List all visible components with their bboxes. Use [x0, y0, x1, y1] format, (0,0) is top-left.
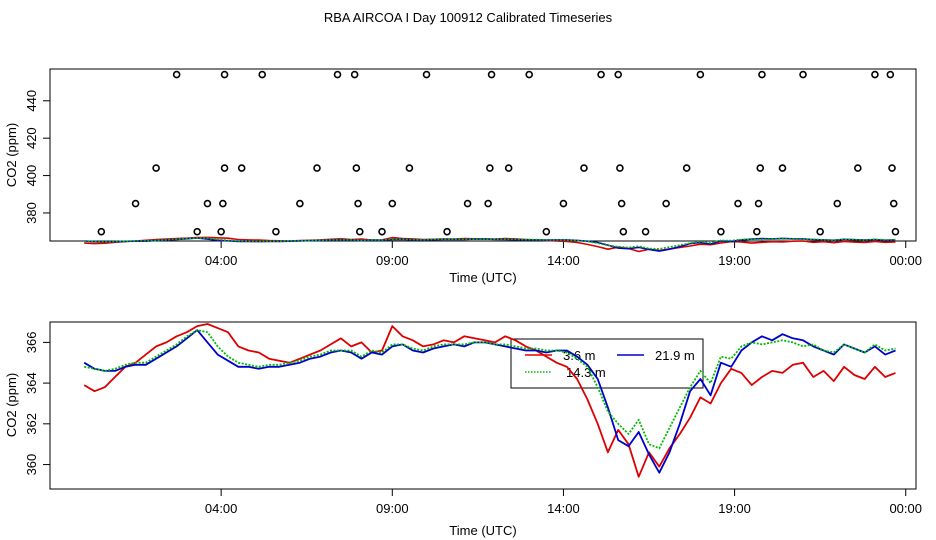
- bottom-x-tick-label: 04:00: [205, 501, 238, 516]
- calibration-point: [833, 199, 842, 208]
- calibration-point: [313, 164, 321, 172]
- calibration-point: [258, 70, 267, 79]
- calibration-point: [388, 199, 397, 208]
- legend-label-3.6m: 3.6 m: [563, 348, 596, 363]
- bottom-panel: Time (UTC) CO2 (ppm) 3.6 m 21.9 m 14.3 m…: [4, 321, 922, 538]
- calibration-point: [816, 227, 824, 236]
- bottom-x-tick-label: 14:00: [547, 501, 580, 516]
- calibration-point: [614, 70, 623, 79]
- top-y-tick-label: 400: [24, 165, 39, 187]
- bottom-x-tick-label: 09:00: [376, 501, 409, 516]
- calibration-point: [542, 227, 551, 236]
- calibration-point: [296, 199, 304, 208]
- top-y-axis-label: CO2 (ppm): [4, 123, 19, 187]
- top-panel-frame: [49, 68, 917, 242]
- calibration-point: [641, 227, 650, 236]
- calibration-point: [487, 70, 496, 79]
- bottom-panel-frame: [49, 321, 917, 490]
- calibration-point: [355, 227, 364, 236]
- top-x-tick-label: 04:00: [205, 253, 238, 268]
- calibration-point: [354, 199, 362, 208]
- calibration-point: [237, 164, 246, 172]
- bottom-y-axis-label: CO2 (ppm): [4, 373, 19, 437]
- calibration-point: [888, 164, 896, 172]
- top-y-tick-label: 420: [24, 127, 39, 149]
- calibration-point: [486, 164, 494, 172]
- calibration-point: [734, 199, 742, 208]
- calibration-point: [619, 227, 628, 236]
- calibration-point: [871, 70, 879, 79]
- bottom-series-line-3.6m: [83, 323, 896, 478]
- bottom-x-tick-label: 00:00: [889, 501, 922, 516]
- calibration-point: [172, 70, 181, 79]
- bottom-series-line-21.9m: [83, 329, 896, 474]
- calibration-point: [219, 199, 227, 208]
- calibration-point: [717, 227, 725, 236]
- calibration-point: [597, 70, 605, 79]
- calibration-point: [422, 70, 431, 79]
- bottom-y-tick-label: 366: [24, 332, 39, 354]
- top-x-tick-label: 14:00: [547, 253, 580, 268]
- calibration-point: [484, 199, 492, 208]
- top-panel: Time (UTC) CO2 (ppm) 04:00 09:00 14:00 19:0…: [4, 68, 922, 285]
- calibration-point: [886, 70, 895, 79]
- calibration-point: [220, 70, 229, 79]
- calibration-point: [617, 199, 626, 208]
- calibration-point: [352, 164, 361, 172]
- calibration-point: [272, 227, 280, 236]
- calibration-point: [559, 199, 568, 208]
- calibration-point: [97, 227, 106, 236]
- top-x-tick-label: 09:00: [376, 253, 409, 268]
- calibration-point: [889, 199, 898, 208]
- calibration-point: [220, 164, 229, 172]
- calibration-point: [799, 70, 807, 79]
- calibration-point: [463, 199, 472, 208]
- calibration-point: [754, 199, 763, 208]
- legend-label-21.9m: 21.9 m: [655, 348, 695, 363]
- calibration-point: [696, 70, 705, 79]
- bottom-x-axis-label: Time (UTC): [449, 523, 516, 538]
- calibration-point: [580, 164, 588, 172]
- legend-box: [510, 338, 704, 389]
- top-series-line-21.9m: [84, 237, 896, 252]
- calibration-point: [405, 164, 414, 172]
- calibration-point: [682, 164, 691, 172]
- top-x-axis-label: Time (UTC): [449, 270, 516, 285]
- top-y-tick-label: 380: [24, 202, 39, 224]
- calibration-point: [217, 227, 225, 236]
- calibration-point: [756, 164, 765, 172]
- calibration-point: [778, 164, 787, 172]
- calibration-point: [203, 199, 212, 208]
- bottom-y-tick-label: 362: [24, 413, 39, 435]
- calibration-point: [152, 164, 160, 172]
- calibration-point: [758, 70, 766, 79]
- top-x-tick-label: 00:00: [889, 253, 922, 268]
- calibration-point: [525, 70, 534, 79]
- calibration-point: [131, 199, 140, 208]
- bottom-y-tick-label: 364: [24, 372, 39, 394]
- calibration-point: [333, 70, 342, 79]
- calibration-point: [616, 164, 624, 172]
- calibration-point: [891, 227, 900, 236]
- calibration-point: [350, 70, 359, 79]
- top-x-tick-label: 19:00: [718, 253, 751, 268]
- top-y-tick-label: 440: [24, 90, 39, 112]
- legend: 3.6 m 21.9 m 14.3 m: [510, 338, 704, 389]
- figure-title: RBA AIRCOA I Day 100912 Calibrated Times…: [324, 10, 613, 25]
- bottom-series-line-14.3m: [84, 329, 896, 450]
- bottom-x-tick-label: 19:00: [718, 501, 751, 516]
- calibration-point: [662, 199, 670, 208]
- calibration-point: [753, 227, 761, 236]
- calibration-point: [504, 164, 513, 172]
- bottom-y-tick-label: 360: [24, 454, 39, 476]
- calibration-point: [854, 164, 862, 172]
- calibration-point: [443, 227, 451, 236]
- calibration-point: [193, 227, 201, 236]
- calibration-point: [378, 227, 386, 236]
